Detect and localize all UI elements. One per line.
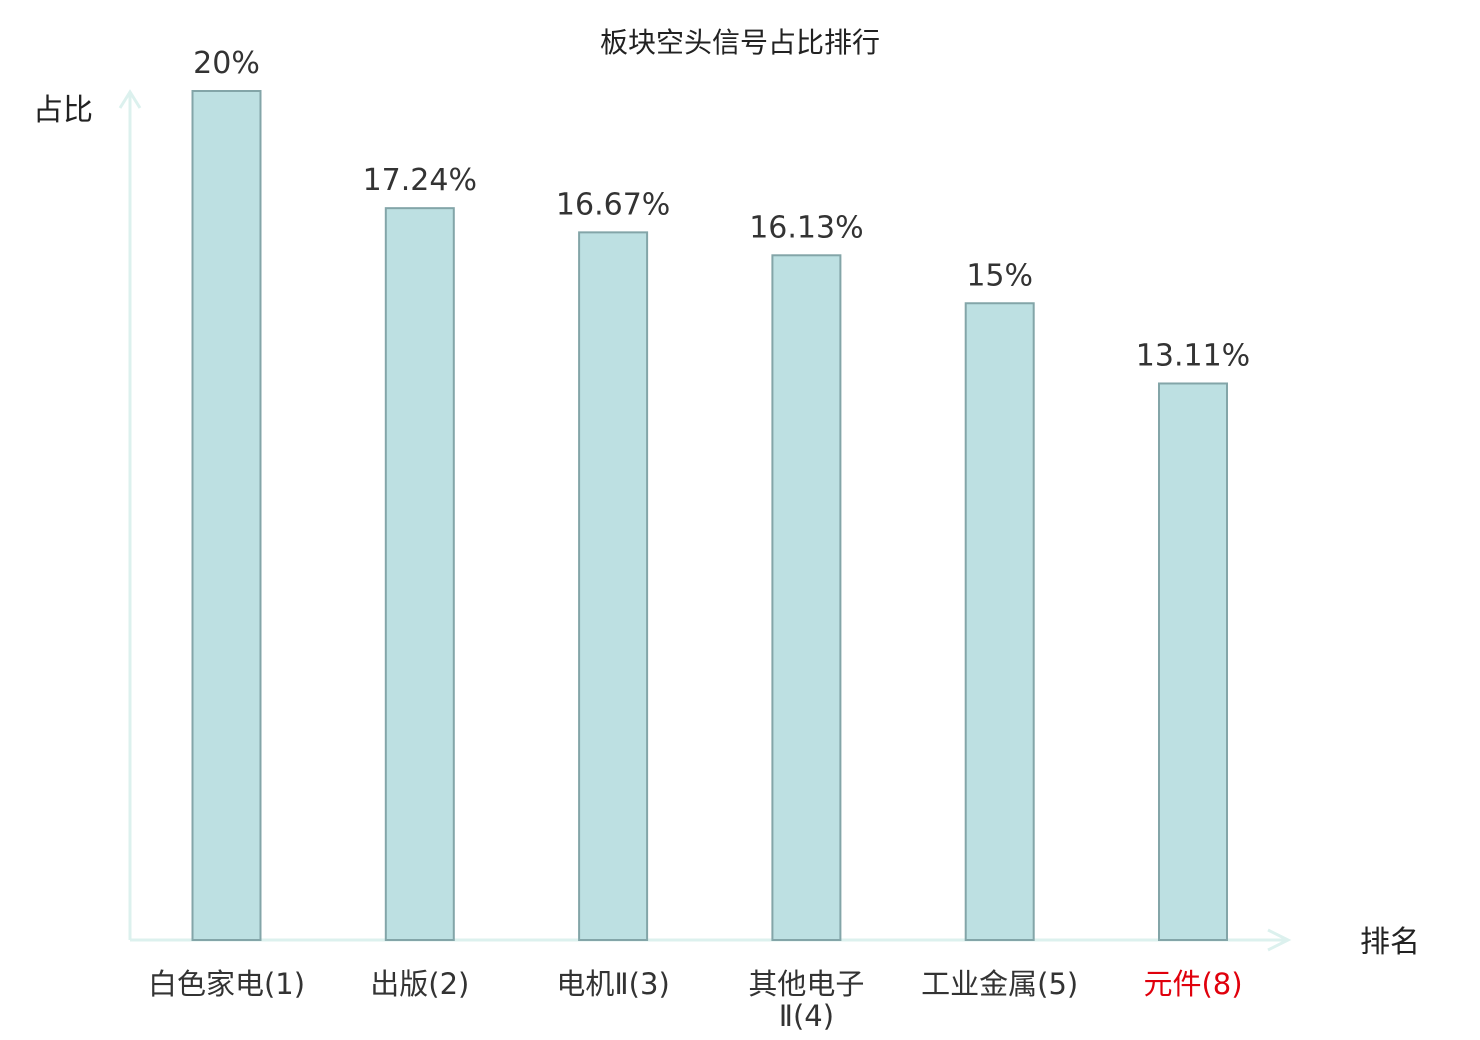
category-label-1: 白色家电(1) [148, 967, 305, 1001]
category-label-4-line-2: Ⅱ(4) [779, 999, 834, 1033]
bar-6 [1158, 382, 1228, 941]
category-label-2: 出版(2) [370, 967, 469, 1001]
y-axis-title: 占比 [33, 93, 93, 128]
bar-2 [384, 207, 455, 942]
value-labels-layer: 20% 17.24% 16.67% 16.13% 15% 13.11% [193, 46, 1250, 373]
category-label-6: 元件(8) [1143, 967, 1242, 1001]
bar-3 [578, 231, 649, 941]
category-label-4-line-1: 其他电子 [748, 967, 864, 1001]
bars-layer [191, 90, 1228, 942]
category-label-3: 电机Ⅱ(3) [556, 967, 669, 1001]
x-axis-title: 排名 [1360, 925, 1420, 960]
x-axis [130, 928, 1292, 952]
value-label-1: 20% [193, 46, 260, 81]
value-label-5: 15% [966, 258, 1033, 293]
y-axis-arrow-icon [118, 89, 142, 109]
chart-title: 板块空头信号占比排行 [600, 26, 880, 59]
value-label-4: 16.13% [749, 210, 863, 245]
value-label-6: 13.11% [1136, 338, 1250, 373]
x-axis-arrow-icon [1267, 928, 1292, 952]
bar-4 [771, 254, 842, 941]
value-label-2: 17.24% [363, 163, 477, 198]
bar-5 [964, 302, 1035, 941]
y-axis [118, 89, 142, 940]
category-label-5: 工业金属(5) [921, 967, 1078, 1001]
bar-1 [191, 90, 262, 941]
value-label-3: 16.67% [556, 187, 670, 222]
